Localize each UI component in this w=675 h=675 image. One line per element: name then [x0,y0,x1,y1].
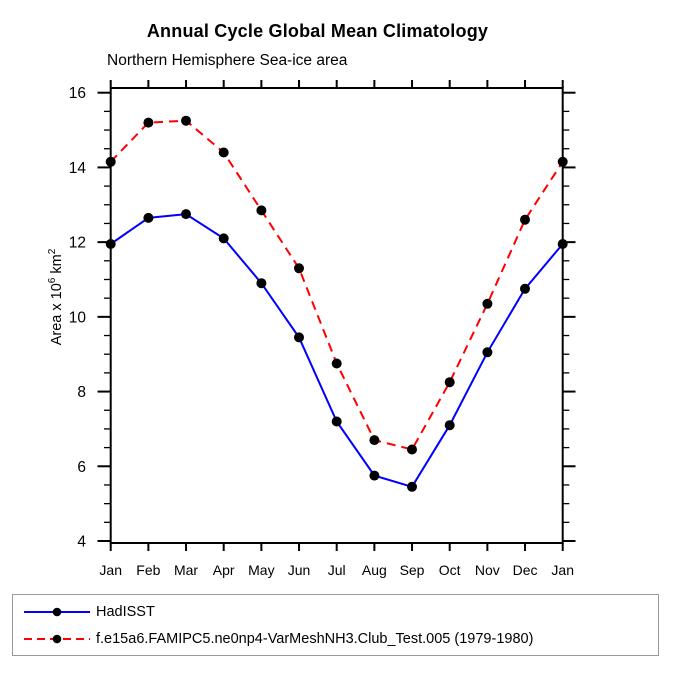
legend-item: f.e15a6.FAMIPC5.ne0np4-VarMeshNH3.Club_T… [22,625,658,652]
x-tick-label: Feb [136,562,160,578]
x-tick-label: Jan [551,562,574,578]
x-tick-label: Oct [439,562,461,578]
data-point-marker [557,156,568,167]
plot-border [109,87,564,544]
data-point-marker [407,444,417,455]
data-point-marker [331,358,342,369]
data-point-marker [218,233,229,244]
data-point-marker [331,416,342,427]
data-point-marker [557,239,568,249]
data-point-marker [520,283,530,294]
data-point-marker [369,435,380,446]
legend-dashed-line-sample [24,634,90,643]
x-axis-ticks: Jan Feb Mar Apr May Jun Jul Aug Sep Oct Nov Dec Jan [99,80,574,578]
legend-label: HadISST [96,603,155,620]
legend-item: HadISST [22,598,658,625]
y-tick-label: 8 [77,384,86,401]
x-tick-label: Jun [288,562,311,578]
data-point-marker [256,278,267,289]
data-point-marker [482,347,493,358]
data-point-marker [143,212,154,223]
x-tick-label: Jul [328,562,346,578]
x-tick-label: Sep [400,562,425,578]
data-point-marker [143,117,154,128]
x-tick-label: Nov [475,562,500,578]
y-axis-ticks: 4 6 8 10 12 14 16 [69,85,576,551]
data-point-marker [482,298,493,309]
x-tick-label: May [248,562,274,578]
data-point-marker [105,156,116,167]
data-point-marker [369,470,380,481]
chart-title: Annual Cycle Global Mean Climatology [146,21,489,41]
series-model-line [109,119,564,451]
data-point-marker [256,205,267,216]
y-tick-label: 6 [77,459,86,476]
y-tick-label: 10 [69,309,87,326]
legend-marker-dot [52,634,62,643]
chart-subtitle: Northern Hemisphere Sea-ice area [107,52,348,69]
x-tick-label: Mar [174,562,198,578]
data-point-marker [294,332,304,343]
data-point-marker [407,481,417,492]
data-point-marker [520,214,530,225]
x-tick-label: Aug [362,562,387,578]
y-tick-label: 16 [69,85,86,102]
series-hadisst-line [110,213,564,488]
data-point-marker [181,115,191,126]
y-tick-label: 12 [69,235,86,252]
legend-marker-dot [52,607,62,616]
data-point-marker [294,263,304,274]
data-point-marker [444,420,455,431]
data-point-marker [181,209,191,220]
legend: HadISST f.e15a6.FAMIPC5.ne0np4-VarMeshNH3… [12,594,659,656]
data-point-marker [105,239,116,249]
legend-solid-line-sample [24,607,90,616]
x-tick-label: Jan [99,562,122,578]
data-point-marker [444,377,455,388]
y-tick-label: 14 [69,160,87,177]
data-point-marker [218,147,229,158]
x-tick-label: Apr [213,562,235,578]
legend-label: f.e15a6.FAMIPC5.ne0np4-VarMeshNH3.Club_T… [96,630,534,647]
y-tick-label: 4 [77,534,86,551]
x-tick-label: Dec [513,562,538,578]
